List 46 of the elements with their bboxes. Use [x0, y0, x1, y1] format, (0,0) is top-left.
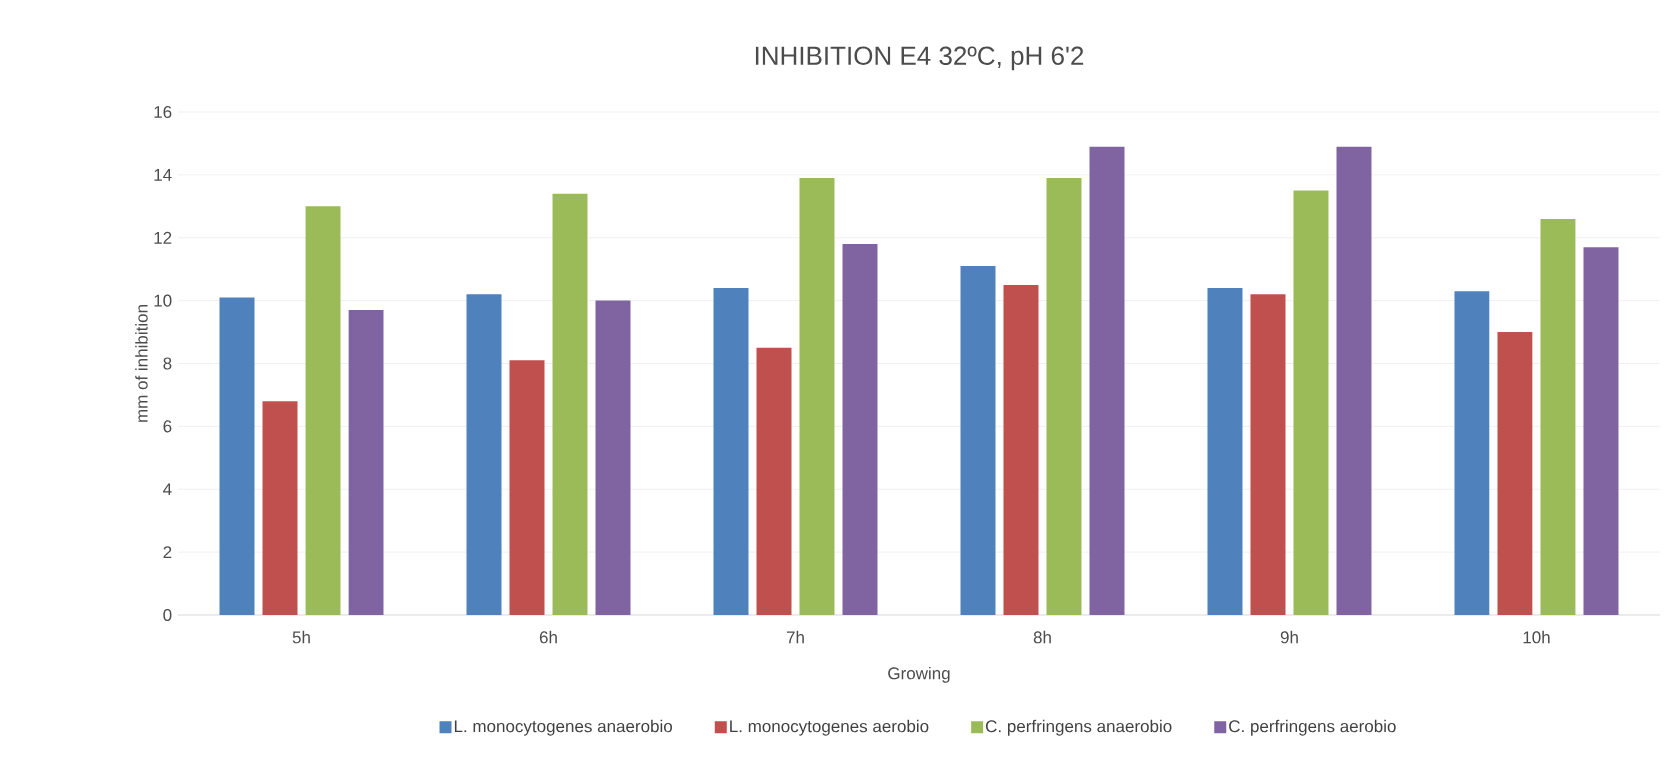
y-tick-label: 4 — [163, 483, 172, 496]
bar — [713, 288, 749, 615]
x-tick-label: 7h — [786, 630, 804, 644]
y-tick-label: 0 — [163, 608, 172, 622]
bar — [1540, 218, 1576, 615]
bar — [348, 310, 384, 615]
bar — [466, 294, 502, 615]
bar — [305, 206, 341, 615]
bar — [595, 300, 631, 615]
x-tick-label: 10h — [1523, 630, 1550, 644]
y-tick-label: 6 — [163, 420, 172, 433]
bar — [756, 347, 792, 615]
bar — [1454, 291, 1490, 615]
bar — [1250, 294, 1286, 615]
bar — [1003, 284, 1039, 615]
legend-label: C. perfringens anaerobio — [986, 719, 1172, 736]
y-tick-label: 14 — [154, 169, 172, 181]
legend-label: L. monocytogenes anaerobio — [454, 719, 673, 736]
bar — [799, 178, 835, 615]
bar — [1046, 178, 1082, 615]
bar — [219, 297, 255, 615]
x-tick-label: 8h — [1033, 630, 1051, 644]
x-tick-label: 6h — [539, 630, 557, 644]
chart-title: INHIBITION E4 32ºC, pH 6'2 — [755, 46, 1084, 71]
bar — [842, 244, 878, 615]
bar — [960, 266, 996, 615]
bar — [1293, 190, 1329, 615]
y-tick-label: 2 — [163, 546, 172, 559]
x-axis-title: Growing — [888, 666, 950, 683]
y-tick-label: 12 — [154, 231, 172, 244]
y-tick-label: 10 — [154, 294, 172, 307]
bar — [1207, 288, 1243, 615]
x-tick-label: 5h — [292, 630, 310, 644]
bar — [552, 193, 588, 615]
y-tick-label: 16 — [154, 105, 172, 119]
legend-label: C. perfringens aerobio — [1229, 719, 1396, 736]
y-axis-title: mm of inhibition — [135, 305, 148, 422]
bar — [1583, 247, 1619, 615]
bar — [509, 360, 545, 615]
bar — [1497, 332, 1533, 615]
bar — [1336, 146, 1372, 615]
y-tick-label: 8 — [163, 357, 172, 370]
x-tick-label: 9h — [1280, 630, 1298, 644]
bar — [1089, 146, 1125, 615]
bar — [262, 401, 298, 615]
legend-label: L. monocytogenes aerobio — [730, 719, 929, 736]
